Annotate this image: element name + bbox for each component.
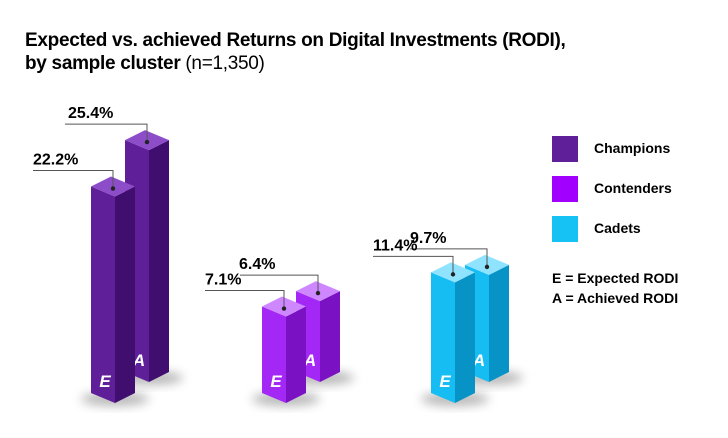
- legend-swatch-cadets: [552, 216, 578, 242]
- label-contenders-expected-dot: [281, 306, 287, 311]
- label-cadets-achieved-label: 9.7%: [410, 230, 446, 247]
- bar-champions-achieved-side: [149, 140, 169, 382]
- subtitle-bold: by sample cluster: [25, 53, 181, 74]
- label-champions-achieved-dot: [144, 139, 150, 145]
- label-champions-expected-dot: [110, 186, 116, 191]
- bar-contenders-expected: [262, 306, 286, 403]
- legend-label-cadets: Cadets: [594, 220, 641, 236]
- bar-champions-expected-letter: E: [99, 372, 111, 391]
- sample-size: (n=1,350): [185, 53, 265, 74]
- bar-cadets-achieved-letter: A: [472, 351, 485, 370]
- bar-cadets-expected: [431, 272, 455, 403]
- label-cadets-expected-label: 11.4%: [373, 237, 417, 254]
- bar-champions-expected-side: [115, 186, 135, 403]
- chart-title: Expected vs. achieved Returns on Digital…: [25, 30, 566, 51]
- legend-swatch-contenders: [552, 176, 578, 202]
- bar-contenders-expected-letter: E: [270, 372, 282, 391]
- bar-champions-expected: [91, 186, 115, 403]
- label-cadets-achieved-dot: [484, 264, 490, 270]
- bar-champions-achieved-letter: A: [132, 351, 145, 370]
- legend-swatch-champions: [552, 136, 578, 162]
- note-expected: E = Expected RODI: [552, 270, 679, 286]
- bar-contenders-expected-side: [286, 306, 306, 403]
- label-contenders-achieved-leader: [240, 274, 319, 294]
- label-cadets-expected-dot: [450, 272, 456, 277]
- legend-label-contenders: Contenders: [594, 180, 672, 196]
- label-champions-achieved-leader: [65, 123, 148, 143]
- bar-contenders-achieved-letter: A: [303, 351, 316, 370]
- label-contenders-expected-label: 7.1%: [205, 272, 241, 289]
- chart-subtitle: by sample cluster (n=1,350): [25, 53, 265, 75]
- label-cadets-achieved-leader: [410, 248, 488, 267]
- legend-label-champions: Champions: [594, 140, 671, 156]
- label-contenders-expected-leader: [205, 290, 285, 309]
- bar-cadets-expected-side: [455, 272, 475, 403]
- label-champions-expected-leader: [33, 170, 114, 189]
- label-champions-expected-label: 22.2%: [33, 152, 78, 169]
- bar-marks: A E A E A E: [91, 130, 509, 403]
- bar-cadets-expected-letter: E: [439, 372, 451, 391]
- label-contenders-achieved-label: 6.4%: [239, 256, 275, 273]
- label-contenders-achieved-dot: [315, 290, 321, 296]
- label-champions-achieved-label: 25.4%: [68, 105, 113, 122]
- data-labels: 25.4% 22.2% 6.4%7.1% 9.7%11.4%: [33, 105, 490, 311]
- bar-cadets-achieved-side: [489, 264, 509, 382]
- label-cadets-expected-leader: [373, 255, 454, 275]
- bar-contenders-achieved-side: [320, 291, 340, 382]
- note-achieved: A = Achieved RODI: [552, 290, 679, 306]
